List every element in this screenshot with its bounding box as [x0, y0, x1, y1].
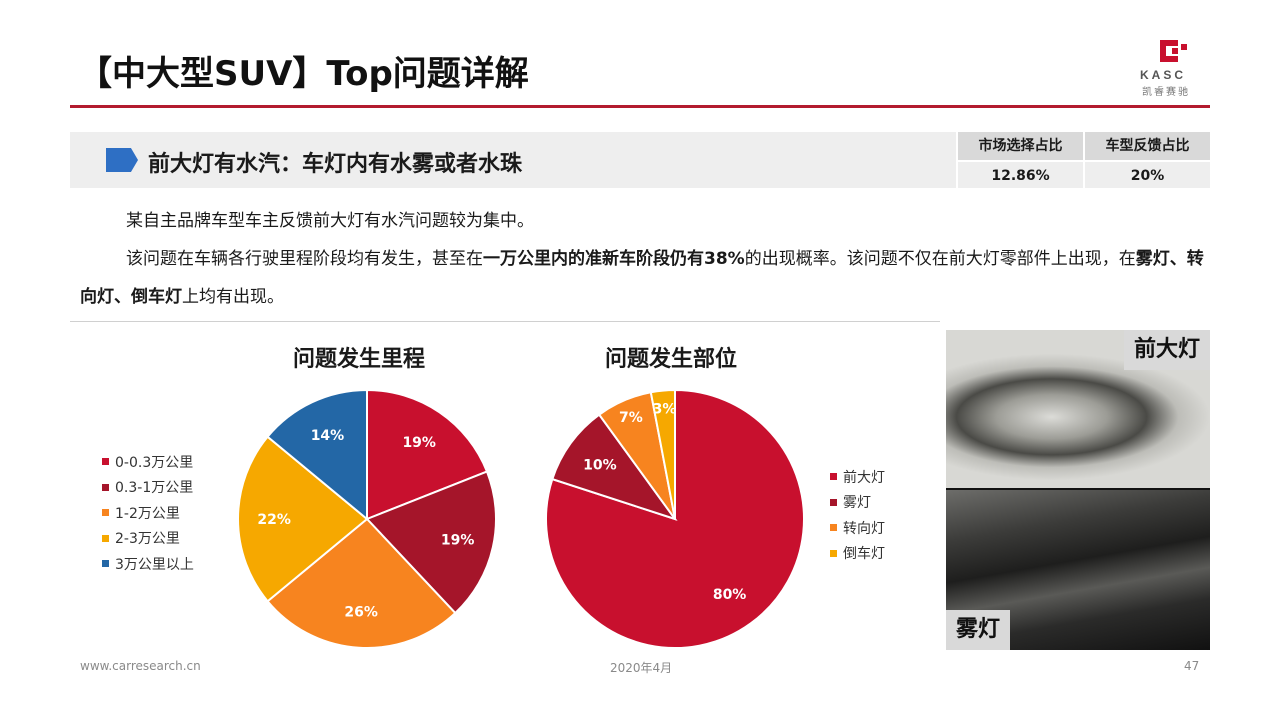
foglight-photo-label: 雾灯: [946, 610, 1011, 650]
legend-label: 倒车灯: [843, 546, 885, 563]
body-paragraph-2: 该问题在车辆各行驶里程阶段均有发生，甚至在一万公里内的准新车阶段仍有38%的出现…: [80, 240, 1210, 316]
logo-subtitle: 凯睿赛驰: [1142, 87, 1190, 98]
issue-heading: 前大灯有水汽：车灯内有水雾或者水珠: [148, 152, 523, 177]
legend-item: 1-2万公里: [102, 500, 194, 526]
legend-item: 雾灯: [830, 490, 885, 516]
stats-header-market: 市场选择占比: [958, 132, 1085, 160]
pie-data-label: 3%: [653, 402, 677, 418]
legend-swatch: [102, 483, 109, 491]
title-divider: [70, 105, 1210, 108]
pie-slice: [649, 388, 676, 520]
p2-text-a: 该问题在车辆各行驶里程阶段均有发生，甚至在: [126, 249, 483, 269]
legend-label: 0-0.3万公里: [115, 454, 194, 471]
legend-swatch: [102, 534, 109, 542]
arrow-marker-icon: [106, 148, 138, 172]
legend-item: 转向灯: [830, 515, 885, 541]
legend-swatch: [830, 524, 837, 532]
pie-data-label: 7%: [619, 410, 643, 426]
legend-label: 2-3万公里: [115, 531, 180, 548]
logo-text: KASC: [1140, 68, 1187, 82]
mileage-legend: 0-0.3万公里 0.3-1万公里 1-2万公里 2-3万公里 3万公里以上: [102, 449, 194, 577]
headlight-photo-label: 前大灯: [1123, 330, 1210, 370]
pie-data-label: 26%: [344, 605, 378, 621]
legend-swatch: [102, 458, 109, 466]
issue-heading-bar: 前大灯有水汽：车灯内有水雾或者水珠: [70, 132, 956, 188]
p2-bold-d: 雾灯、转向灯、倒车灯: [80, 249, 1204, 307]
stats-value-row: 12.86% 20%: [958, 160, 1210, 188]
pie-data-label: 19%: [402, 435, 436, 451]
pie-data-label: 22%: [257, 512, 291, 528]
location-pie-chart: 80% 10% 7% 3%: [545, 388, 805, 649]
stats-header-feedback: 车型反馈占比: [1085, 132, 1210, 160]
p2-text-c: 的出现概率。该问题不仅在前大灯零部件上出现，在: [744, 249, 1136, 269]
legend-item: 0.3-1万公里: [102, 475, 194, 501]
page-title: 【中大型SUV】Top问题详解: [78, 54, 529, 94]
pie-data-label: 80%: [713, 587, 747, 603]
pie-data-label: 19%: [441, 532, 475, 548]
footer-page-number: 47: [1184, 659, 1200, 673]
stats-table: 市场选择占比 车型反馈占比 12.86% 20%: [958, 132, 1210, 188]
footer-site: www.carresearch.cn: [80, 659, 201, 673]
legend-item: 倒车灯: [830, 541, 885, 567]
mileage-pie-chart: 19% 19% 26% 22% 14%: [237, 388, 497, 649]
footer-date: 2020年4月: [610, 661, 673, 675]
legend-swatch: [830, 498, 837, 506]
kasc-logo: [1160, 40, 1187, 62]
pie-data-label: 14%: [311, 428, 345, 444]
legend-item: 0-0.3万公里: [102, 449, 194, 475]
location-chart-title: 问题发生部位: [605, 347, 738, 372]
photo-panel: 前大灯 雾灯: [946, 330, 1210, 650]
p2-bold-b: 一万公里内的准新车阶段仍有38%: [483, 249, 745, 269]
body-paragraph-1: 某自主品牌车型车主反馈前大灯有水汽问题较为集中。: [126, 211, 534, 231]
legend-label: 1-2万公里: [115, 505, 180, 522]
legend-label: 0.3-1万公里: [115, 480, 194, 497]
pie-slice: [266, 517, 457, 649]
pie-data-label: 10%: [583, 457, 617, 473]
stats-header-row: 市场选择占比 车型反馈占比: [958, 132, 1210, 160]
legend-item: 前大灯: [830, 464, 885, 490]
legend-item: 3万公里以上: [102, 551, 194, 577]
legend-label: 前大灯: [843, 469, 885, 486]
mileage-chart-title: 问题发生里程: [293, 347, 426, 372]
p2-text-e: 上均有出现。: [182, 287, 284, 307]
legend-item: 2-3万公里: [102, 526, 194, 552]
pie-slice: [366, 388, 489, 521]
stats-value-feedback: 20%: [1085, 160, 1210, 188]
pie-slice: [365, 470, 497, 615]
location-legend: 前大灯雾灯转向灯倒车灯: [830, 464, 885, 566]
pie-slice: [237, 435, 369, 603]
legend-label: 转向灯: [843, 520, 885, 537]
legend-swatch: [830, 473, 837, 481]
pie-slice: [266, 388, 368, 522]
legend-swatch: [102, 509, 109, 517]
stats-value-market: 12.86%: [958, 160, 1085, 188]
legend-label: 雾灯: [843, 495, 871, 512]
pie-slice: [551, 413, 678, 521]
legend-swatch: [102, 560, 109, 568]
legend-swatch: [830, 549, 837, 557]
legend-label: 3万公里以上: [115, 556, 194, 573]
section-divider: [70, 321, 940, 322]
